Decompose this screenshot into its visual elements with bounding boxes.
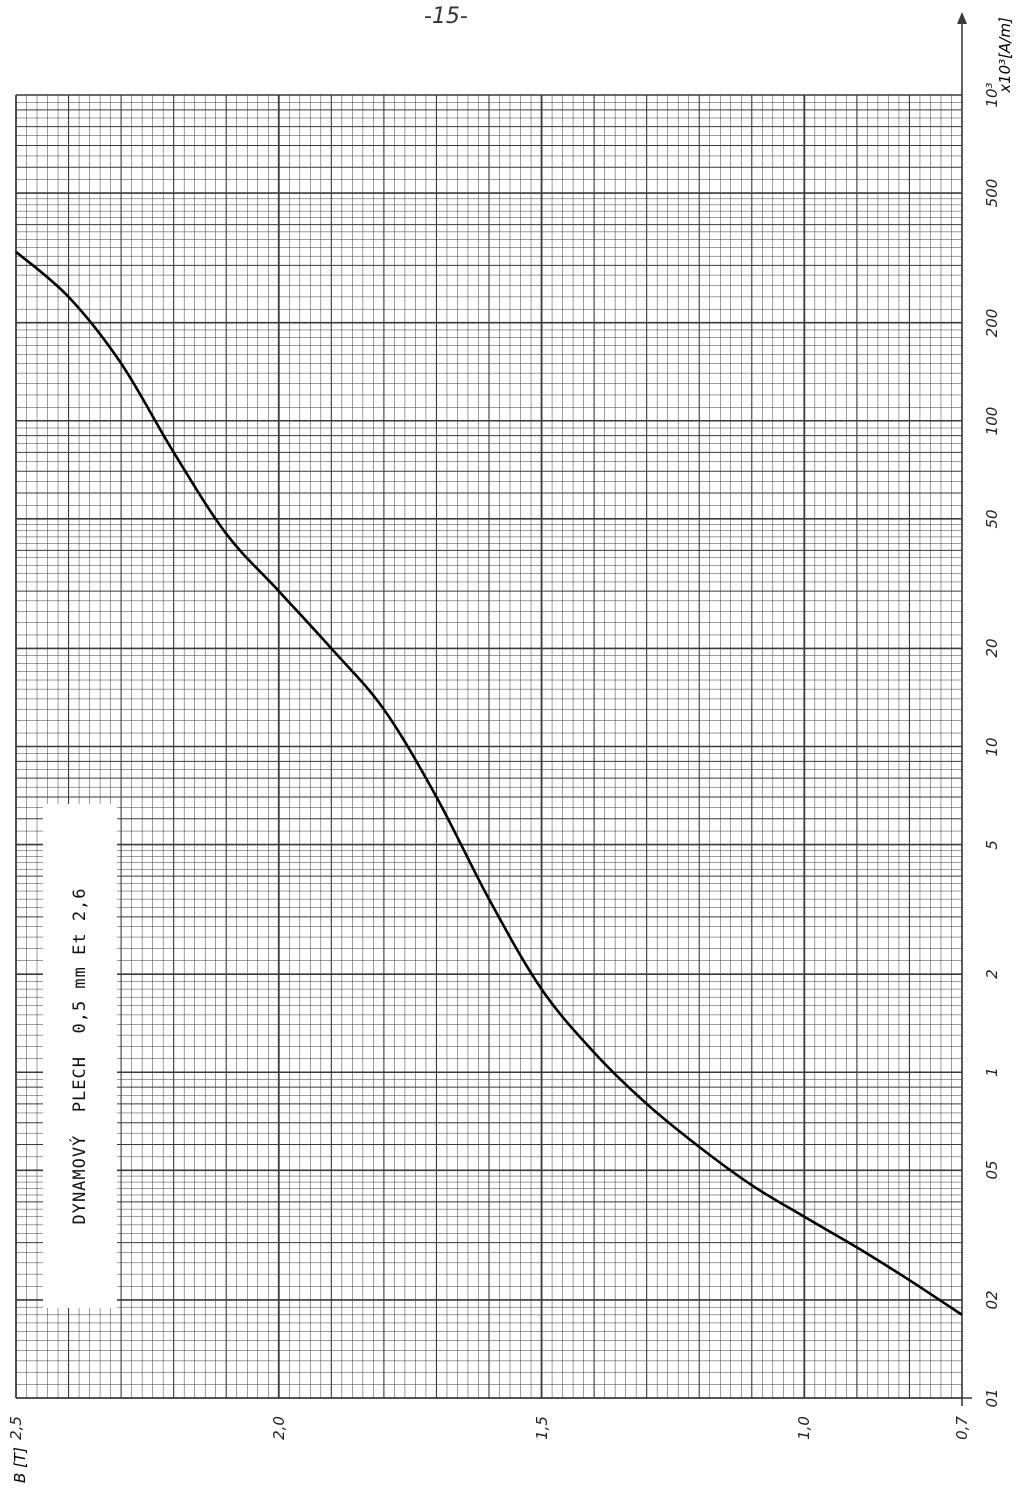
page-number: -15- — [424, 4, 468, 29]
y-tick-label: 1 — [983, 1067, 1001, 1078]
y-tick-label: 500 — [983, 178, 1001, 208]
y-tick-label: 05 — [983, 1160, 1001, 1180]
x-tick-label: 2,0 — [269, 1416, 288, 1440]
chart-label-box: DYNAMOVÝ PLECH 0,5 mm Et 2,6 — [43, 804, 117, 1308]
y-tick-label: 50 — [983, 509, 1001, 529]
y-axis-label: x10³[A/m] — [996, 17, 1014, 93]
y-tick-label: 2 — [983, 969, 1001, 979]
y-tick-label: 100 — [983, 406, 1001, 436]
axes — [15, 12, 972, 1406]
x-axis-label: B [T] — [11, 1447, 29, 1483]
x-tick-label: 2,5 — [7, 1416, 25, 1440]
y-tick-label: 10 — [983, 736, 1001, 757]
y-tick-label: 5 — [983, 839, 1001, 850]
y-tick-label: 20 — [983, 638, 1001, 658]
grid — [15, 94, 963, 1399]
y-tick-label: 200 — [983, 308, 1001, 338]
y-axis-arrow-icon — [957, 12, 967, 24]
y-tick-label: 01 — [983, 1388, 1001, 1408]
curve-layer — [15, 250, 963, 1316]
x-tick-label: 1,5 — [532, 1416, 551, 1440]
y-tick-label: 02 — [983, 1290, 1001, 1310]
bh-curve-line — [15, 250, 963, 1316]
x-tick-label: 1,0 — [795, 1416, 814, 1440]
chart-label: DYNAMOVÝ PLECH 0,5 mm Et 2,6 — [70, 887, 90, 1225]
x-tick-label: 0,7 — [953, 1416, 971, 1440]
